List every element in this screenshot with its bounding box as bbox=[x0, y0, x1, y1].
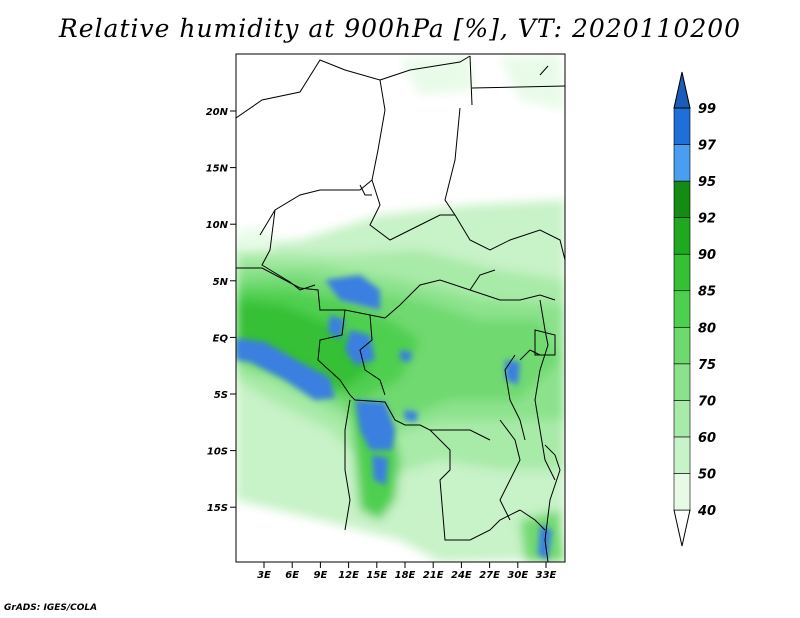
colorbar: 40 50 60 70 75 80 85 90 92 95 97 99 bbox=[673, 71, 717, 547]
colorbar-low-triangle bbox=[673, 509, 691, 547]
colorbar-label: 90 bbox=[698, 248, 716, 263]
lon-tick-label: 27E bbox=[479, 570, 500, 581]
colorbar-segment bbox=[673, 473, 691, 511]
colorbar-label: 97 bbox=[698, 139, 717, 154]
lat-tick-label: 20N bbox=[206, 107, 229, 118]
lon-tick-label: 3E bbox=[257, 570, 271, 581]
colorbar-segment bbox=[673, 217, 691, 255]
lat-tick-label: 10N bbox=[206, 220, 229, 231]
country-borders bbox=[236, 55, 565, 562]
colorbar-segment bbox=[673, 144, 691, 182]
lon-tick-label: 30E bbox=[507, 570, 528, 581]
map-frame bbox=[235, 53, 566, 563]
colorbar-label: 85 bbox=[698, 285, 716, 300]
longitude-axis: 3E 6E 9E 12E 15E 18E 21E 24E 27E 30E 33E bbox=[257, 562, 557, 581]
colorbar-segment bbox=[673, 180, 691, 218]
colorbar-segment bbox=[673, 326, 691, 365]
lat-tick-label: 5S bbox=[214, 390, 228, 401]
lat-tick-label: 5N bbox=[213, 277, 229, 288]
colorbar-label: 50 bbox=[698, 467, 716, 482]
map-title: Relative humidity at 900hPa [%], VT: 202… bbox=[58, 14, 742, 43]
colorbar-segment bbox=[673, 253, 691, 292]
lat-tick-label: 10S bbox=[207, 447, 228, 458]
colorbar-label: 92 bbox=[698, 212, 716, 227]
colorbar-label: 80 bbox=[698, 321, 716, 336]
colorbar-segment bbox=[673, 290, 691, 328]
colorbar-label: 70 bbox=[698, 394, 716, 409]
humidity-field bbox=[236, 54, 565, 562]
latitude-axis: 20N 15N 10N 5N EQ 5S 10S 15S bbox=[206, 107, 236, 514]
colorbar-segment bbox=[673, 363, 691, 401]
lat-tick-label: EQ bbox=[213, 333, 229, 344]
colorbar-high-triangle bbox=[673, 71, 691, 109]
grads-credit: GrADS: IGES/COLA bbox=[4, 603, 98, 613]
lon-tick-label: 15E bbox=[366, 570, 387, 581]
colorbar-segment bbox=[673, 436, 691, 474]
colorbar-label: 40 bbox=[697, 504, 716, 519]
colorbar-label: 60 bbox=[698, 431, 716, 446]
lon-tick-label: 21E bbox=[423, 570, 444, 581]
lon-tick-label: 18E bbox=[395, 570, 416, 581]
lon-tick-label: 9E bbox=[314, 570, 328, 581]
lon-tick-label: 12E bbox=[338, 570, 359, 581]
colorbar-segment bbox=[673, 107, 691, 145]
colorbar-label: 75 bbox=[698, 358, 716, 373]
colorbar-label: 95 bbox=[698, 175, 716, 190]
colorbar-segment bbox=[673, 400, 691, 438]
lon-tick-label: 6E bbox=[285, 570, 299, 581]
lat-tick-label: 15N bbox=[206, 164, 229, 175]
lat-tick-label: 15S bbox=[207, 503, 228, 514]
lon-tick-label: 33E bbox=[536, 570, 557, 581]
colorbar-label: 99 bbox=[698, 102, 716, 117]
lon-tick-label: 24E bbox=[451, 570, 472, 581]
